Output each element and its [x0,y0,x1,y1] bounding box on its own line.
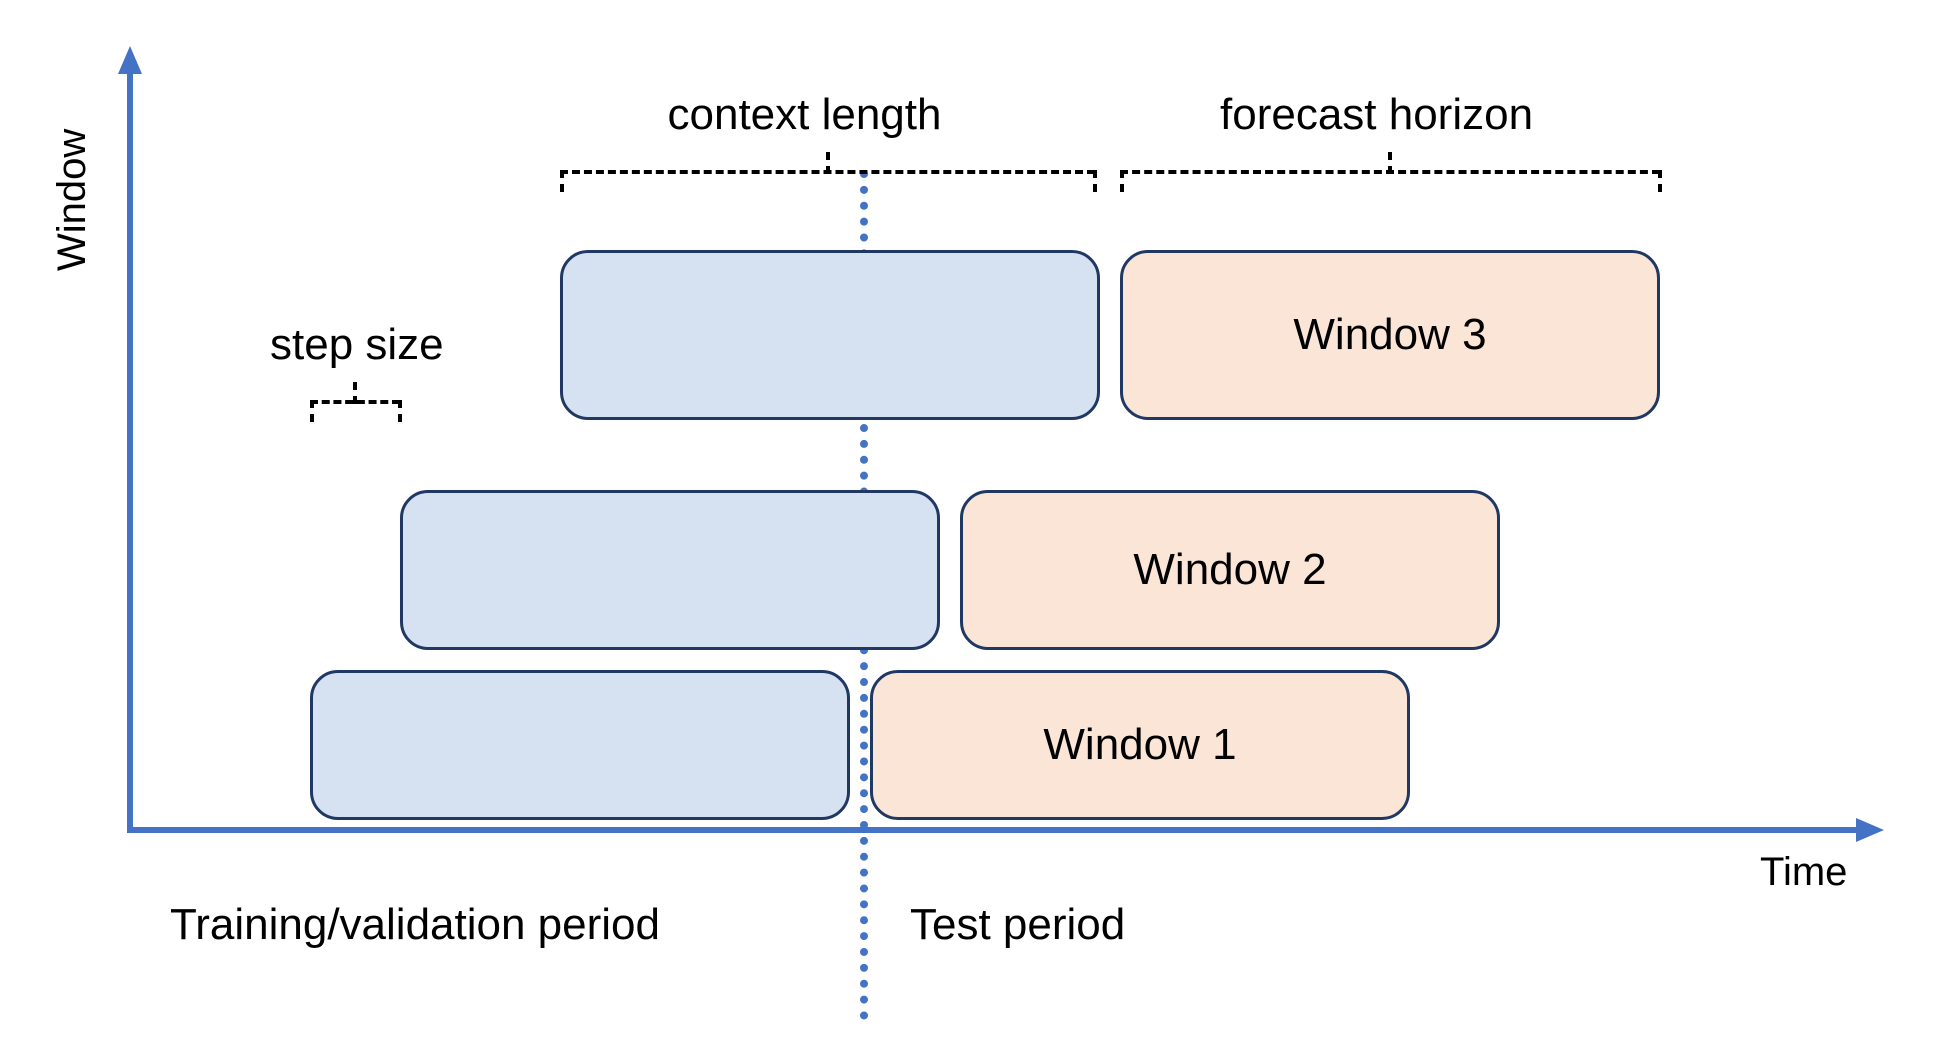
forecast-brace-ltick [1120,170,1124,192]
context-box-2 [400,490,940,650]
step-brace-rtick [398,400,402,422]
y-axis-line [127,70,133,833]
forecast-brace-ctick [1388,152,1392,174]
step-brace-ctick [353,382,357,404]
test-period-label: Test period [910,900,1125,950]
x-axis-label: Time [1760,850,1847,895]
y-axis-label: Window [50,90,95,310]
forecast-box-3: Window 3 [1120,250,1660,420]
y-axis-arrow [118,46,142,74]
x-axis-arrow [1856,818,1884,842]
step-brace-ltick [310,400,314,422]
forecast-brace-rtick [1658,170,1662,192]
forecast-box-2: Window 2 [960,490,1500,650]
forecast-box-1: Window 1 [870,670,1410,820]
context-box-3 [560,250,1100,420]
context-box-1 [310,670,850,820]
context-brace-rtick [1093,170,1097,192]
forecast-horizon-label: forecast horizon [1220,90,1533,140]
training-period-label: Training/validation period [170,900,660,950]
context-brace-ltick [560,170,564,192]
x-axis-line [127,827,1857,833]
context-length-label: context length [668,90,942,140]
step-size-label: step size [270,320,444,370]
context-brace-ctick [826,152,830,174]
diagram-canvas: Window Time Window 1 Window 2 Window 3 contex… [0,0,1960,1046]
